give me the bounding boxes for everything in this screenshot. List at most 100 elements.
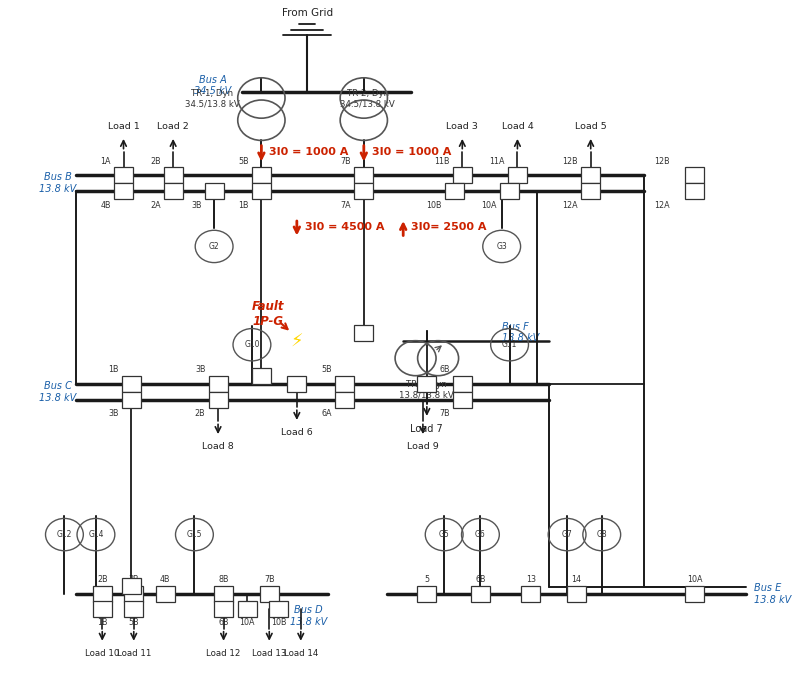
Text: 8B: 8B bbox=[218, 575, 229, 584]
Bar bbox=[334, 392, 354, 408]
Bar bbox=[252, 368, 271, 384]
Bar bbox=[164, 183, 182, 199]
Text: G14: G14 bbox=[88, 530, 104, 539]
Text: 2B: 2B bbox=[150, 157, 161, 166]
Bar bbox=[453, 376, 472, 392]
Bar bbox=[582, 183, 600, 199]
Text: 6B: 6B bbox=[475, 575, 486, 584]
Text: ⚡: ⚡ bbox=[290, 333, 303, 350]
Bar bbox=[354, 167, 374, 183]
Bar bbox=[418, 376, 436, 392]
Bar bbox=[471, 585, 490, 602]
Text: 1B: 1B bbox=[238, 201, 249, 210]
Bar bbox=[164, 167, 182, 183]
Text: 1A: 1A bbox=[101, 157, 111, 166]
Text: 13: 13 bbox=[526, 575, 536, 584]
Bar bbox=[445, 183, 464, 199]
Bar bbox=[209, 376, 227, 392]
Text: 3B: 3B bbox=[108, 410, 118, 418]
Bar bbox=[686, 167, 704, 183]
Text: 12B: 12B bbox=[654, 157, 670, 166]
Bar bbox=[124, 585, 143, 602]
Bar bbox=[260, 585, 278, 602]
Text: Load 3: Load 3 bbox=[446, 122, 478, 131]
Text: Bus F
13.8 kV: Bus F 13.8 kV bbox=[502, 322, 539, 343]
Bar bbox=[122, 376, 141, 392]
Bar bbox=[93, 600, 112, 617]
Text: From Grid: From Grid bbox=[282, 8, 333, 18]
Text: 1B: 1B bbox=[97, 618, 107, 627]
Text: 5B: 5B bbox=[129, 618, 139, 627]
Bar bbox=[522, 585, 540, 602]
Text: 3I0 = 1000 A: 3I0 = 1000 A bbox=[270, 147, 349, 158]
Text: 5B: 5B bbox=[321, 365, 331, 375]
Text: 6A: 6A bbox=[321, 410, 331, 418]
Text: 10A: 10A bbox=[687, 575, 702, 584]
Bar bbox=[686, 183, 704, 199]
Text: 10A: 10A bbox=[482, 201, 497, 210]
Text: TR-2, Dyn
34.5/13.8 kV: TR-2, Dyn 34.5/13.8 kV bbox=[340, 89, 395, 109]
Text: 7B: 7B bbox=[439, 410, 450, 418]
Text: 12A: 12A bbox=[562, 201, 578, 210]
Text: 10B: 10B bbox=[426, 201, 442, 210]
Bar bbox=[124, 600, 143, 617]
Text: Load 2: Load 2 bbox=[158, 122, 189, 131]
Bar bbox=[508, 167, 527, 183]
Text: 11B: 11B bbox=[434, 157, 450, 166]
Text: G12: G12 bbox=[57, 530, 72, 539]
Text: G8: G8 bbox=[597, 530, 607, 539]
Bar bbox=[214, 600, 233, 617]
Text: G6: G6 bbox=[475, 530, 486, 539]
Bar bbox=[453, 167, 472, 183]
Text: Load 5: Load 5 bbox=[575, 122, 606, 131]
Text: TR-3, Yyn
13.8/13.8 kV: TR-3, Yyn 13.8/13.8 kV bbox=[399, 381, 454, 400]
Text: Bus A
34.5 kV: Bus A 34.5 kV bbox=[194, 75, 231, 97]
Text: G2: G2 bbox=[209, 242, 219, 251]
Text: 4B: 4B bbox=[160, 575, 170, 584]
Text: 5B: 5B bbox=[238, 157, 249, 166]
Bar bbox=[156, 585, 174, 602]
Text: G3: G3 bbox=[496, 242, 507, 251]
Text: Load 11: Load 11 bbox=[117, 649, 151, 658]
Text: Load 7: Load 7 bbox=[410, 424, 443, 434]
Bar bbox=[122, 392, 141, 408]
Text: G7: G7 bbox=[562, 530, 573, 539]
Text: Load 12: Load 12 bbox=[206, 649, 241, 658]
Text: G11: G11 bbox=[502, 340, 518, 349]
Bar bbox=[582, 167, 600, 183]
Text: 3B: 3B bbox=[195, 365, 206, 375]
Bar bbox=[686, 585, 704, 602]
Text: Load 13: Load 13 bbox=[252, 649, 286, 658]
Text: 14: 14 bbox=[571, 575, 582, 584]
Bar bbox=[114, 183, 133, 199]
Text: Load 8: Load 8 bbox=[202, 442, 234, 452]
Text: 12A: 12A bbox=[654, 201, 670, 210]
Bar bbox=[214, 585, 233, 602]
Text: Bus D
13.8 kV: Bus D 13.8 kV bbox=[290, 605, 327, 627]
Bar bbox=[252, 183, 271, 199]
Text: Load 9: Load 9 bbox=[407, 442, 438, 452]
Bar bbox=[334, 376, 354, 392]
Bar bbox=[354, 325, 374, 341]
Text: 11A: 11A bbox=[490, 157, 505, 166]
Bar bbox=[252, 167, 271, 183]
Bar bbox=[114, 167, 133, 183]
Bar bbox=[209, 392, 227, 408]
Text: Bus B
13.8 kV: Bus B 13.8 kV bbox=[39, 172, 77, 194]
Text: 3B: 3B bbox=[129, 575, 139, 584]
Text: Load 6: Load 6 bbox=[281, 428, 313, 437]
Text: 7B: 7B bbox=[264, 575, 274, 584]
Text: 4B: 4B bbox=[101, 201, 111, 210]
Text: Load 1: Load 1 bbox=[108, 122, 139, 131]
Text: Bus E
13.8 kV: Bus E 13.8 kV bbox=[754, 583, 791, 604]
Text: G15: G15 bbox=[186, 530, 202, 539]
Text: G5: G5 bbox=[438, 530, 450, 539]
Bar bbox=[500, 183, 519, 199]
Text: Load 10: Load 10 bbox=[85, 649, 119, 658]
Text: 3B: 3B bbox=[191, 201, 202, 210]
Bar bbox=[122, 578, 141, 594]
Text: G10: G10 bbox=[244, 340, 260, 349]
Bar bbox=[354, 183, 374, 199]
Bar bbox=[418, 585, 436, 602]
Bar bbox=[453, 392, 472, 408]
